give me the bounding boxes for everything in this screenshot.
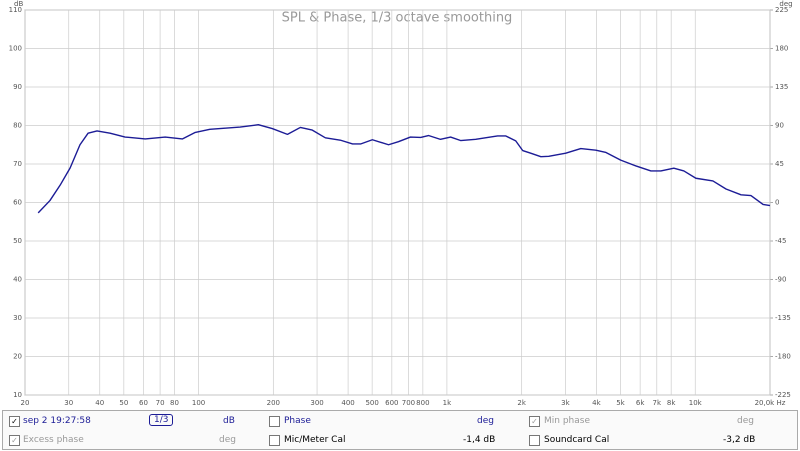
checkbox[interactable]: ✓: [9, 416, 20, 427]
spl-line: [37, 124, 771, 214]
x-tick-label: 40: [95, 399, 104, 407]
unit-label: deg: [219, 435, 236, 445]
y-axis-label: dB: [14, 0, 23, 8]
y-tick-label: 30: [13, 314, 22, 322]
min-phase-label[interactable]: Min phase: [544, 416, 590, 426]
unit-label: deg: [477, 416, 494, 426]
x-tick-label: 80: [170, 399, 179, 407]
y2-tick-label: -180: [775, 353, 791, 361]
checkbox[interactable]: [269, 435, 280, 446]
mic-cal-value: -1,4 dB: [463, 435, 496, 445]
chart: SPL & Phase, 1/3 octave smoothing dB deg…: [9, 0, 793, 407]
x-tick-label: 800: [416, 399, 429, 407]
x-tick-label: 200: [267, 399, 280, 407]
y-tick-label: 100: [9, 45, 22, 53]
y-tick-label: 50: [13, 237, 22, 245]
y-tick-label: 10: [13, 391, 22, 399]
y2-tick-label: -225: [775, 391, 791, 399]
mic-cal-label[interactable]: Mic/Meter Cal: [284, 435, 346, 445]
unit-label: deg: [737, 416, 754, 426]
x-tick-label: 2k: [517, 399, 526, 407]
x-tick-label: 3k: [561, 399, 570, 407]
y2-tick-label: 0: [775, 199, 779, 207]
x-tick-label: 60: [139, 399, 148, 407]
unit-label: dB: [223, 416, 235, 426]
y2-tick-label: 45: [775, 160, 784, 168]
x-tick-label: 700: [402, 399, 415, 407]
y2-tick-label: -45: [775, 237, 786, 245]
y-tick-label: 80: [13, 122, 22, 130]
checkbox[interactable]: ✓: [9, 435, 20, 446]
x-tick-label: 300: [310, 399, 323, 407]
x-tick-label: 6k: [636, 399, 645, 407]
y-tick-label: 60: [13, 199, 22, 207]
y2-axis-label: deg: [779, 0, 792, 8]
checkbox[interactable]: ✓: [529, 416, 540, 427]
y2-tick-label: 135: [775, 83, 788, 91]
x-tick-label: 8k: [667, 399, 676, 407]
y2-tick-label: -135: [775, 314, 791, 322]
x-tick-label: 20,0k Hz: [755, 399, 786, 407]
phase-label[interactable]: Phase: [284, 416, 311, 426]
checkbox[interactable]: [269, 416, 280, 427]
x-tick-label: 30: [64, 399, 73, 407]
y-tick-label: 70: [13, 160, 22, 168]
x-tick-label: 1k: [443, 399, 452, 407]
soundcard-cal-value: -3,2 dB: [723, 435, 756, 445]
x-tick-label: 10k: [689, 399, 703, 407]
chart-title: SPL & Phase, 1/3 octave smoothing: [282, 11, 513, 26]
y-tick-label: 20: [13, 353, 22, 361]
x-tick-label: 20: [21, 399, 30, 407]
y-tick-label: 40: [13, 276, 22, 284]
x-tick-label: 5k: [616, 399, 625, 407]
x-tick-label: 500: [365, 399, 378, 407]
y2-tick-label: 225: [775, 6, 788, 14]
measurement-name[interactable]: sep 2 19:27:58: [23, 416, 91, 426]
y2-tick-label: 180: [775, 45, 788, 53]
y-tick-label: 90: [13, 83, 22, 91]
excess-phase-label[interactable]: Excess phase: [23, 435, 84, 445]
smoothing-button[interactable]: 1/3: [149, 414, 174, 426]
y-tick-label: 110: [9, 6, 22, 14]
x-tick-label: 7k: [653, 399, 662, 407]
x-tick-label: 400: [341, 399, 354, 407]
x-tick-label: 4k: [592, 399, 601, 407]
x-tick-label: 50: [119, 399, 128, 407]
x-tick-label: 100: [192, 399, 205, 407]
control-panel: ✓ sep 2 19:27:58 1/3 dB Phase deg ✓ Min …: [2, 410, 798, 450]
y2-tick-label: -90: [775, 276, 786, 284]
checkbox[interactable]: [529, 435, 540, 446]
x-tick-label: 600: [385, 399, 398, 407]
y2-tick-label: 90: [775, 122, 784, 130]
soundcard-cal-label[interactable]: Soundcard Cal: [544, 435, 610, 445]
x-tick-label: 70: [156, 399, 165, 407]
